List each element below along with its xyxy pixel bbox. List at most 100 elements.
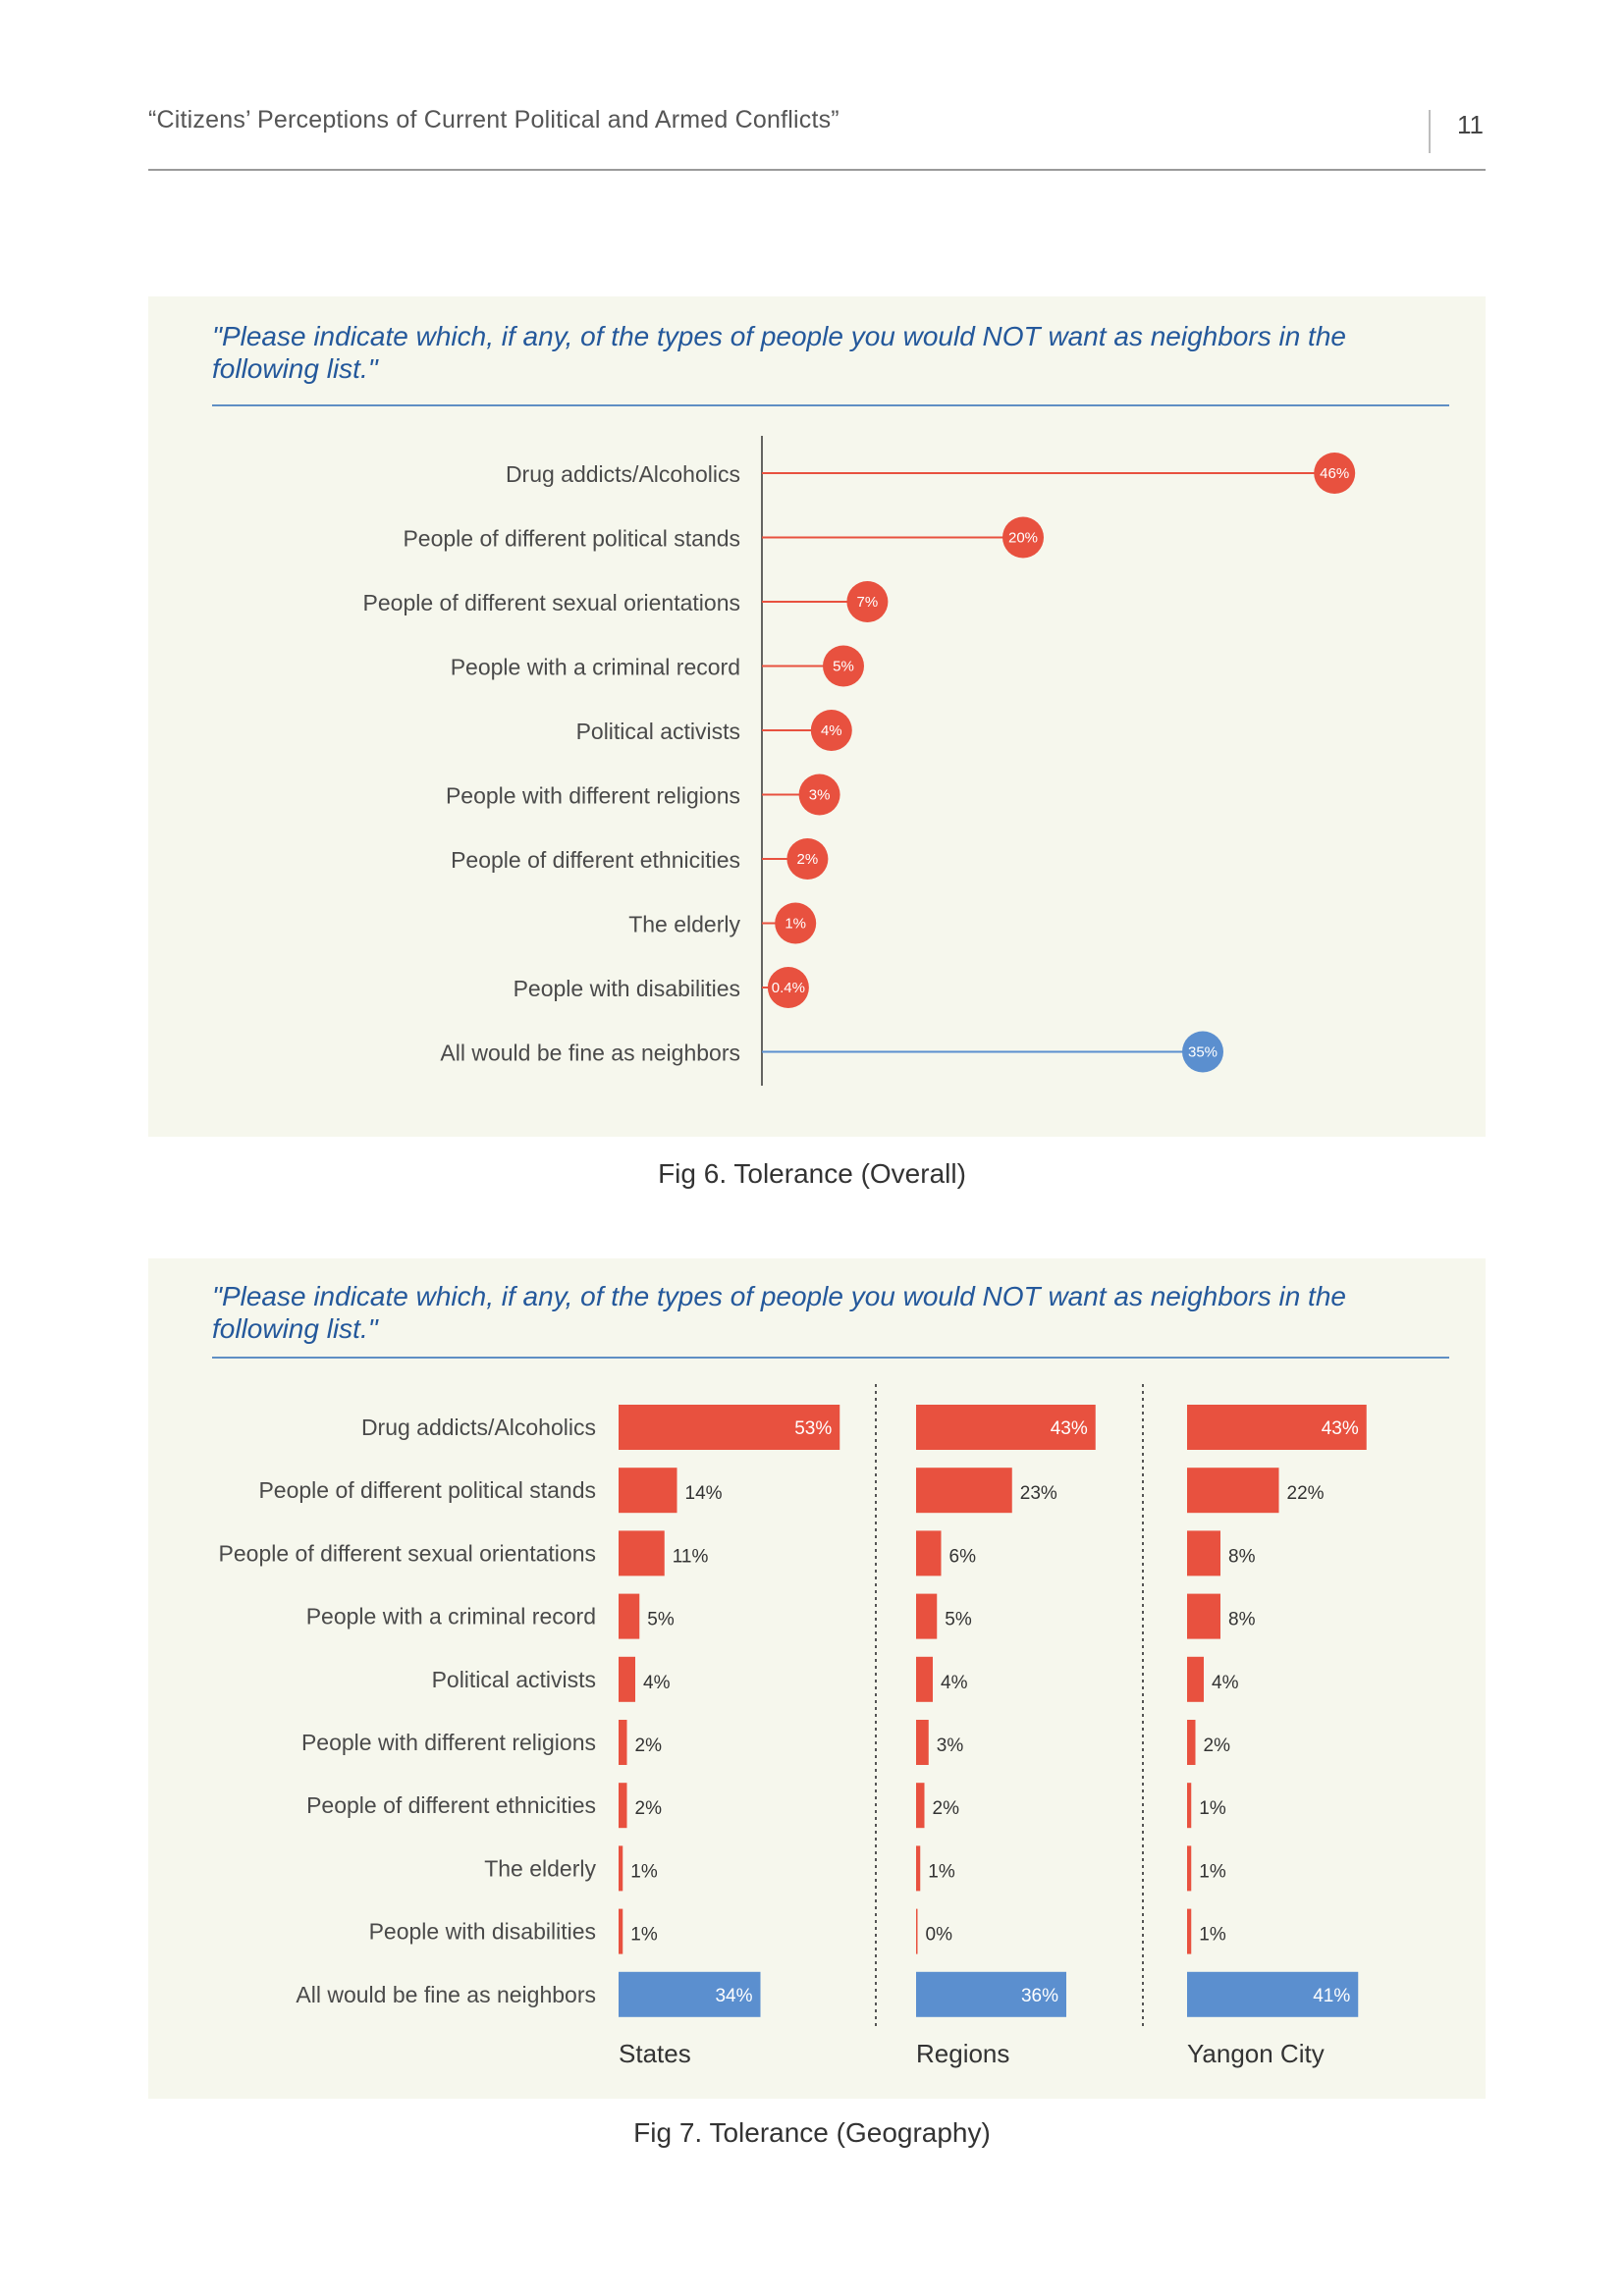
- fig7-value-label: 14%: [685, 1483, 723, 1504]
- fig6-dot: [767, 967, 809, 1008]
- fig7-value-label: 11%: [673, 1546, 709, 1567]
- fig7-bar: [916, 1656, 933, 1702]
- fig7-value-label: 36%: [1021, 1986, 1058, 2006]
- header-title: “Citizens’ Perceptions of Current Politi…: [148, 106, 839, 133]
- fig6-category-label: Drug addicts/Alcoholics: [506, 461, 740, 487]
- fig7-value-label: 5%: [945, 1610, 972, 1630]
- fig7-value-label: 4%: [643, 1673, 671, 1693]
- fig7-value-label: 43%: [1051, 1418, 1088, 1439]
- header-rule: [148, 169, 1486, 171]
- fig6-value-label: 20%: [1008, 530, 1038, 547]
- fig7-bar: [1187, 1593, 1220, 1639]
- fig7-category-label: Drug addicts/Alcoholics: [361, 1415, 596, 1440]
- fig7-bar: [916, 1720, 929, 1765]
- page-number: 11: [1457, 110, 1484, 139]
- fig7-bar: [916, 1908, 918, 1954]
- fig7-bar: [1187, 1656, 1204, 1702]
- fig7-bar: [1187, 1530, 1220, 1576]
- fig7-value-label: 2%: [933, 1798, 960, 1819]
- fig7-series-label: States: [619, 2039, 691, 2068]
- fig7-bar: [619, 1845, 623, 1892]
- fig7-value-label: 1%: [630, 1861, 658, 1882]
- fig6-category-label: People of different ethnicities: [451, 847, 740, 873]
- fig7-bar: [916, 1783, 925, 1829]
- fig6-question-rule: [212, 404, 1449, 406]
- fig7-value-label: 53%: [794, 1418, 832, 1439]
- fig7-bar: [1187, 1720, 1196, 1765]
- fig6-caption: Fig 6. Tolerance (Overall): [658, 1158, 966, 1189]
- fig7-bar: [916, 1845, 921, 1892]
- fig7-bar: [1187, 1908, 1192, 1954]
- fig7-bar: [619, 1530, 665, 1576]
- fig7-bar: [916, 1530, 942, 1576]
- fig7-bar: [619, 1908, 623, 1954]
- fig7-value-label: 34%: [715, 1986, 752, 2006]
- fig7-category-label: Political activists: [432, 1667, 596, 1692]
- fig7-bar: [1187, 1845, 1192, 1892]
- fig7-bar: [916, 1593, 938, 1639]
- fig7-value-label: 4%: [1212, 1673, 1239, 1693]
- fig7-bar: [619, 1405, 840, 1450]
- fig7-bar: [916, 1971, 1066, 2017]
- fig7-bar: [619, 1593, 640, 1639]
- fig7-value-label: 8%: [1228, 1546, 1256, 1567]
- fig7-category-label: People of different political stands: [258, 1477, 596, 1503]
- fig7-value-label: 0%: [926, 1925, 953, 1946]
- header-separator: [1429, 110, 1431, 153]
- fig7-bar: [916, 1468, 1012, 1514]
- fig7-bar: [1187, 1405, 1367, 1450]
- fig7-value-label: 23%: [1020, 1483, 1057, 1504]
- fig6-dot: [846, 581, 889, 622]
- fig7-value-label: 22%: [1287, 1483, 1325, 1504]
- fig7-category-label: All would be fine as neighbors: [296, 1982, 596, 2007]
- fig6-dot: [1314, 453, 1356, 494]
- fig7-value-label: 1%: [1199, 1925, 1226, 1946]
- fig7-chart: Drug addicts/Alcoholics People of differe…: [219, 1384, 1367, 2068]
- fig7-panel: "Please indicate which, if any, of the t…: [148, 1258, 1486, 2099]
- fig6-value-label: 3%: [809, 787, 831, 804]
- fig7-value-label: 1%: [1199, 1798, 1226, 1819]
- fig7-bar: [619, 1468, 677, 1514]
- fig7-category-label: People of different ethnicities: [306, 1792, 596, 1818]
- fig7-bar: [916, 1405, 1096, 1450]
- fig7-bar: [619, 1971, 761, 2017]
- fig7-value-label: 1%: [928, 1861, 955, 1882]
- fig7-series-label: Regions: [916, 2039, 1009, 2068]
- fig7-bar: [619, 1783, 627, 1829]
- fig6-value-label: 4%: [821, 722, 842, 739]
- fig6-value-label: 5%: [833, 659, 854, 675]
- fig7-value-label: 1%: [630, 1925, 658, 1946]
- fig6-value-label: 2%: [797, 851, 819, 868]
- fig7-category-label: People with different religions: [301, 1730, 596, 1755]
- fig6-dot: [1182, 1031, 1223, 1073]
- fig7-question: "Please indicate which, if any, of the t…: [212, 1281, 1346, 1344]
- fig7-value-label: 4%: [941, 1673, 968, 1693]
- fig7-value-label: 43%: [1322, 1418, 1359, 1439]
- fig7-bar: [619, 1720, 627, 1765]
- fig6-category-label: People with different religions: [446, 783, 740, 809]
- fig6-dot: [775, 902, 817, 944]
- fig6-dot: [798, 774, 840, 816]
- fig6-question: "Please indicate which, if any, of the t…: [212, 321, 1346, 384]
- fig7-category-label: The elderly: [484, 1855, 596, 1881]
- fig6-category-label: Political activists: [576, 719, 740, 744]
- fig6-dot: [810, 710, 852, 751]
- fig7-series-label: Yangon City: [1187, 2039, 1325, 2068]
- fig7-category-label: People of different sexual orientations: [219, 1540, 596, 1566]
- fig7-bar: [1187, 1971, 1359, 2017]
- fig6-value-label: 7%: [857, 594, 879, 611]
- fig7-bar: [1187, 1783, 1192, 1829]
- fig6-category-label: The elderly: [628, 912, 740, 937]
- fig6-panel: "Please indicate which, if any, of the t…: [148, 296, 1486, 1137]
- fig6-value-label: 46%: [1320, 465, 1349, 482]
- fig7-category-label: People with a criminal record: [306, 1604, 596, 1629]
- fig7-bar: [1187, 1468, 1279, 1514]
- fig6-category-label: People with disabilities: [514, 976, 740, 1001]
- fig6-value-label: 1%: [785, 916, 806, 933]
- fig6-dot: [1002, 516, 1044, 559]
- fig7-category-label: People with disabilities: [369, 1919, 596, 1945]
- fig6-category-label: All would be fine as neighbors: [440, 1041, 740, 1066]
- fig7-value-label: 6%: [949, 1546, 977, 1567]
- fig6-value-label: 35%: [1188, 1044, 1218, 1061]
- fig7-question-rule: [212, 1357, 1449, 1359]
